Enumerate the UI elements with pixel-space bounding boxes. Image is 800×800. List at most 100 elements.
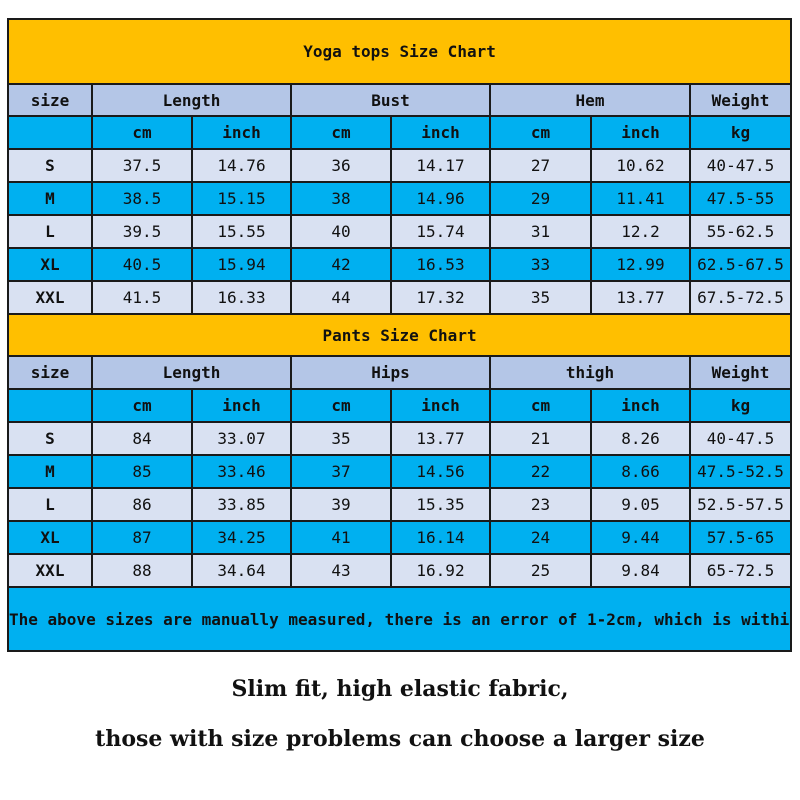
table-cell: 86 <box>91 487 193 522</box>
table-cell: 43 <box>290 553 392 588</box>
table-cell: 62.5-67.5 <box>688 247 793 282</box>
pants-unit-cell: cm <box>489 388 592 423</box>
pants-header-size: size <box>7 355 93 390</box>
table-cell: 47.5-52.5 <box>688 454 793 489</box>
table-cell: 38 <box>290 181 392 216</box>
table-cell: 8.26 <box>590 421 691 456</box>
table-cell: 13.77 <box>590 280 691 315</box>
yoga-unit-cell: inch <box>191 115 292 150</box>
table-cell: 23 <box>489 487 592 522</box>
table-cell: 85 <box>91 454 193 489</box>
table-cell: 35 <box>290 421 392 456</box>
table-cell: 41 <box>290 520 392 555</box>
size-cell: M <box>7 454 93 489</box>
table-cell: 12.2 <box>590 214 691 249</box>
yoga-unit-cell: kg <box>688 115 793 150</box>
table-cell: 37 <box>290 454 392 489</box>
size-cell: M <box>7 181 93 216</box>
table-cell: 22 <box>489 454 592 489</box>
table-cell: 44 <box>290 280 392 315</box>
table-cell: 84 <box>91 421 193 456</box>
yoga-unit-cell: cm <box>91 115 193 150</box>
table-cell: 14.96 <box>390 181 491 216</box>
table-cell: 39 <box>290 487 392 522</box>
table-cell: 87 <box>91 520 193 555</box>
table-cell: 57.5-65 <box>688 520 793 555</box>
yoga-header-size: size <box>7 83 93 117</box>
size-cell: L <box>7 487 93 522</box>
table-row: M 38.5 15.15 38 14.96 29 11.41 47.5-55 <box>7 181 793 216</box>
yoga-unit-cell: inch <box>390 115 491 150</box>
table-cell: 10.62 <box>590 148 691 183</box>
table-cell: 17.32 <box>390 280 491 315</box>
pants-header-weight: Weight <box>688 355 793 390</box>
pants-header-hips: Hips <box>290 355 491 390</box>
size-cell: L <box>7 214 93 249</box>
pants-header-row: size Length Hips thigh Weight <box>7 355 793 390</box>
size-chart-table: Yoga tops Size Chart size Length Bust He… <box>6 18 793 652</box>
pants-unit-cell: inch <box>590 388 691 423</box>
size-cell: XXL <box>7 280 93 315</box>
table-cell: 12.99 <box>590 247 691 282</box>
table-cell: 15.74 <box>390 214 491 249</box>
table-cell: 40-47.5 <box>688 148 793 183</box>
yoga-header-hem: Hem <box>489 83 691 117</box>
pants-header-length: Length <box>91 355 292 390</box>
size-chart-sheet: Yoga tops Size Chart size Length Bust He… <box>6 18 793 652</box>
table-cell: 33.85 <box>191 487 292 522</box>
table-cell: 16.33 <box>191 280 292 315</box>
table-cell: 15.94 <box>191 247 292 282</box>
size-cell: XL <box>7 520 93 555</box>
table-cell: 33 <box>489 247 592 282</box>
table-cell: 14.76 <box>191 148 292 183</box>
size-cell: S <box>7 421 93 456</box>
pants-unit-cell: kg <box>688 388 793 423</box>
yoga-chart-title: Yoga tops Size Chart <box>6 18 793 85</box>
table-row: S 37.5 14.76 36 14.17 27 10.62 40-47.5 <box>7 148 793 183</box>
pants-title-row: Pants Size Chart <box>6 313 793 357</box>
table-cell: 33.07 <box>191 421 292 456</box>
table-cell: 16.14 <box>390 520 491 555</box>
table-row: XXL 88 34.64 43 16.92 25 9.84 65-72.5 <box>7 553 793 588</box>
table-row: S 84 33.07 35 13.77 21 8.26 40-47.5 <box>7 421 793 456</box>
table-cell: 16.53 <box>390 247 491 282</box>
table-cell: 40.5 <box>91 247 193 282</box>
table-cell: 15.15 <box>191 181 292 216</box>
table-cell: 8.66 <box>590 454 691 489</box>
table-cell: 34.25 <box>191 520 292 555</box>
table-cell: 21 <box>489 421 592 456</box>
yoga-unit-row: cm inch cm inch cm inch kg <box>7 115 793 150</box>
table-cell: 88 <box>91 553 193 588</box>
size-cell: S <box>7 148 93 183</box>
table-cell: 15.55 <box>191 214 292 249</box>
table-cell: 38.5 <box>91 181 193 216</box>
measurement-note: The above sizes are manually measured, t… <box>6 586 793 652</box>
table-cell: 13.77 <box>390 421 491 456</box>
pants-chart-title: Pants Size Chart <box>6 313 793 357</box>
table-cell: 40-47.5 <box>688 421 793 456</box>
table-cell: 11.41 <box>590 181 691 216</box>
table-row: XL 87 34.25 41 16.14 24 9.44 57.5-65 <box>7 520 793 555</box>
table-cell: 25 <box>489 553 592 588</box>
yoga-header-length: Length <box>91 83 292 117</box>
pants-unit-row: cm inch cm inch cm inch kg <box>7 388 793 423</box>
table-cell: 16.92 <box>390 553 491 588</box>
yoga-unit-cell: cm <box>489 115 592 150</box>
table-cell: 35 <box>489 280 592 315</box>
pants-header-thigh: thigh <box>489 355 691 390</box>
pants-unit-cell: cm <box>290 388 392 423</box>
table-cell: 14.17 <box>390 148 491 183</box>
table-cell: 52.5-57.5 <box>688 487 793 522</box>
table-cell: 67.5-72.5 <box>688 280 793 315</box>
table-cell: 47.5-55 <box>688 181 793 216</box>
caption-advice: those with size problems can choose a la… <box>95 726 705 752</box>
yoga-header-bust: Bust <box>290 83 491 117</box>
table-row: XL 40.5 15.94 42 16.53 33 12.99 62.5-67.… <box>7 247 793 282</box>
pants-unit-blank <box>7 388 93 423</box>
yoga-unit-cell: cm <box>290 115 392 150</box>
table-cell: 40 <box>290 214 392 249</box>
note-row: The above sizes are manually measured, t… <box>6 586 793 652</box>
table-cell: 29 <box>489 181 592 216</box>
table-cell: 27 <box>489 148 592 183</box>
table-cell: 55-62.5 <box>688 214 793 249</box>
